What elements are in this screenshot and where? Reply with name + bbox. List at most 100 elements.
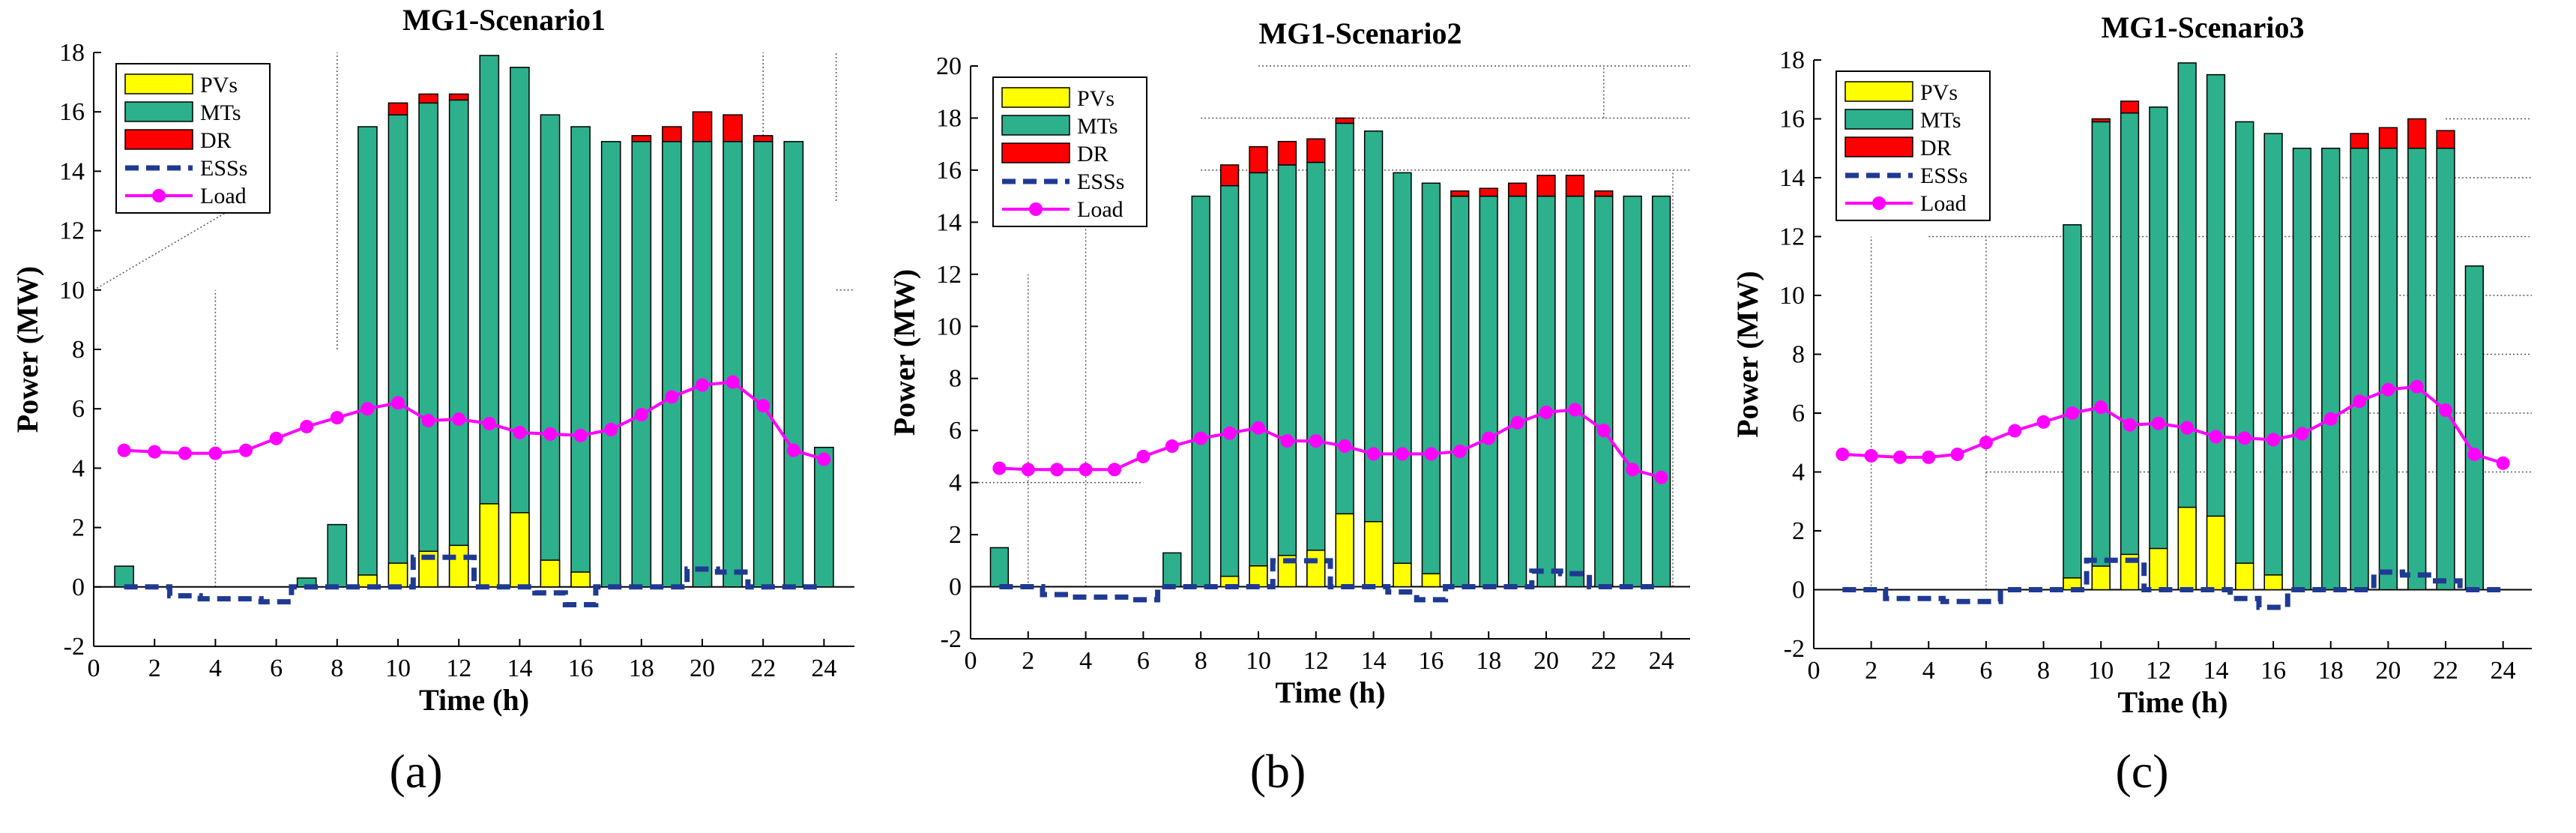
x-tick-label: 16 [568,655,594,682]
bar-mt [1479,195,1498,588]
y-axis-label: Power (MW) [1731,271,1764,438]
panel-caption: (a) [389,745,442,798]
bar-mt [2263,133,2283,591]
bar-dr [752,135,773,142]
y-axis-label: Power (MW) [887,269,921,436]
y-tick-label: 12 [1779,223,1805,251]
bar-mt [2292,148,2312,591]
bar-mt [1277,164,1297,588]
load-point [391,396,405,410]
bar-pv [510,512,530,588]
load-point [1864,448,1878,463]
y-tick-label: 16 [936,157,962,184]
load-point [1596,424,1611,438]
load-point [513,425,527,439]
series-load-line [999,408,1662,479]
load-point [2266,433,2281,447]
y-tick-label: 16 [59,98,85,126]
y-axis-label: Power (MW) [10,266,44,433]
bar-mt [1191,195,1210,588]
legend-label: ESSs [1920,163,1967,188]
y-tick-label: 14 [936,208,962,236]
y-tick-label: 16 [1779,106,1805,133]
load-point [2209,430,2223,444]
load-point [992,461,1007,475]
x-tick-label: 16 [1418,647,1444,675]
y-tick-label: -2 [1784,635,1805,663]
load-point [1836,447,1850,461]
bar-mt [1536,195,1556,588]
bar-dr [2350,133,2369,149]
x-tick-label: 6 [1137,647,1150,675]
bar-dr [387,102,408,115]
bar-dr [2120,100,2140,114]
chart-title: MG1-Scenario1 [402,3,606,37]
x-tick-label: 16 [2260,657,2286,685]
y-tick-label: 18 [59,39,85,67]
bar-pv [479,503,500,588]
x-tick-label: 14 [1361,647,1387,675]
load-point [1539,405,1553,419]
y-tick-label: 10 [1779,282,1805,310]
bar-dr [418,93,438,104]
load-point [2381,382,2395,397]
bar-mt [1363,130,1384,588]
bar-dr [1565,175,1585,197]
bar-mt [814,446,834,588]
bar-dr [1306,138,1326,163]
load-point [482,417,496,430]
bar-mt [448,99,469,588]
bar-dr [1594,190,1614,197]
load-point [2008,424,2022,438]
load-point [2439,403,2453,418]
y-tick-label: 4 [72,454,85,482]
x-tick-label: 0 [88,655,100,682]
bar-pv [387,562,408,588]
legend-marker [152,189,166,202]
bar-mt [2149,106,2168,591]
bar-mt [2321,148,2341,591]
load-point [786,443,800,457]
load-point [1510,415,1524,430]
x-tick-label: 18 [2318,657,2344,685]
legend-label: PVs [1077,86,1114,111]
load-point [2237,431,2251,445]
legend-label: DR [1077,142,1108,166]
series-ess-line [124,554,824,608]
load-point [239,443,253,457]
bar-dr [2091,118,2111,123]
bar-mt [1393,172,1412,588]
legend-label: DR [200,128,232,153]
series-load-line [1842,385,2504,465]
load-point [2323,412,2338,426]
bar-pv [1421,573,1441,588]
x-tick-label: 12 [2146,657,2171,685]
y-tick-label: 8 [72,336,85,364]
load-point [1453,444,1467,458]
bar-mt [327,523,348,588]
x-tick-label: 0 [1808,657,1821,685]
gridline [93,200,247,291]
bar-pv [448,544,469,588]
legend-swatch [1001,87,1070,108]
load-point [604,422,618,436]
bar-dr [1536,175,1556,197]
bar-dr [1507,182,1527,197]
legend: PVs MTs DR ESSs Load [992,76,1147,227]
bar-pv [1306,550,1326,588]
y-tick-label: 12 [59,217,85,245]
legend-label: Load [1077,197,1123,222]
bar-mt [1219,184,1240,588]
x-tick-label: 8 [331,655,343,682]
bar-pv [2149,547,2168,591]
load-point [269,431,283,445]
load-point [300,419,314,433]
x-tick-label: 4 [1922,657,1935,685]
load-point [2036,415,2051,429]
y-tick-label: 6 [949,417,962,445]
y-tick-label: 20 [936,52,962,80]
x-tick-label: 24 [2491,657,2516,685]
load-point [817,452,831,466]
